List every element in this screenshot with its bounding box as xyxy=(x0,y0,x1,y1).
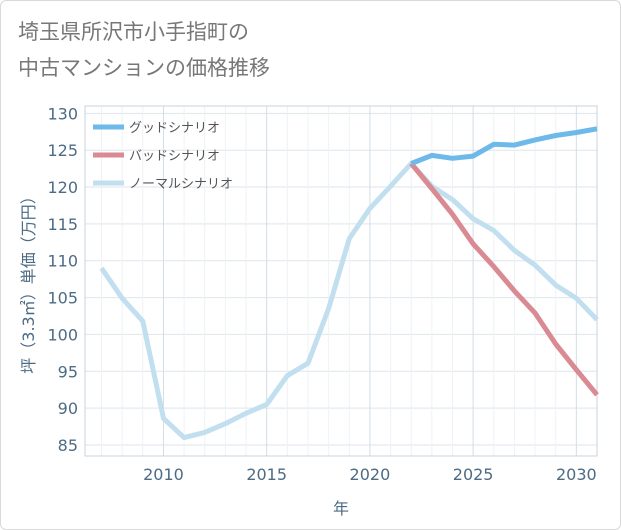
bad-scenario-line xyxy=(409,161,599,397)
legend-label: グッドシナリオ xyxy=(129,121,220,136)
plot-area xyxy=(84,105,598,457)
y-tick-label: 110 xyxy=(47,252,78,271)
grid-lines xyxy=(85,106,598,456)
y-tick-label: 115 xyxy=(47,215,78,234)
x-tick-label: 2015 xyxy=(246,465,287,484)
legend-label: バッドシナリオ xyxy=(129,149,220,164)
y-tick-label: 105 xyxy=(47,289,78,308)
legend-good-scenario: グッドシナリオ xyxy=(93,121,220,136)
y-tick-label: 90 xyxy=(58,399,78,418)
y-tick-label: 130 xyxy=(47,104,78,123)
series-layer xyxy=(99,126,599,441)
tick-labels: 85 90 95 100 105 110 115 120 125 130 2010 2015 2020 2… xyxy=(47,104,596,484)
y-tick-label: 100 xyxy=(47,325,78,344)
legend-label: ノーマルシナリオ xyxy=(129,177,233,192)
y-axis-title: 坪（3.3㎡）単価（万円） xyxy=(19,188,38,373)
x-tick-label: 2025 xyxy=(453,465,494,484)
x-axis-title: 年 xyxy=(333,499,349,518)
y-tick-label: 120 xyxy=(47,178,78,197)
y-tick-label: 125 xyxy=(47,141,78,160)
x-tick-label: 2010 xyxy=(143,465,184,484)
y-tick-label: 95 xyxy=(58,362,78,381)
y-tick-label: 85 xyxy=(58,436,78,455)
good-scenario-line xyxy=(410,126,598,166)
legend-bad-scenario: バッドシナリオ xyxy=(93,149,220,164)
x-tick-label: 2020 xyxy=(350,465,391,484)
normal-scenario-line xyxy=(99,161,599,441)
x-tick-label: 2030 xyxy=(556,465,597,484)
legend-normal-scenario: ノーマルシナリオ xyxy=(93,177,233,192)
chart-title-line1: 埼玉県所沢市小手指町の xyxy=(18,20,249,44)
chart-title-line2: 中古マンションの価格推移 xyxy=(18,56,270,80)
chart-title: 埼玉県所沢市小手指町の 中古マンションの価格推移 xyxy=(18,14,418,86)
